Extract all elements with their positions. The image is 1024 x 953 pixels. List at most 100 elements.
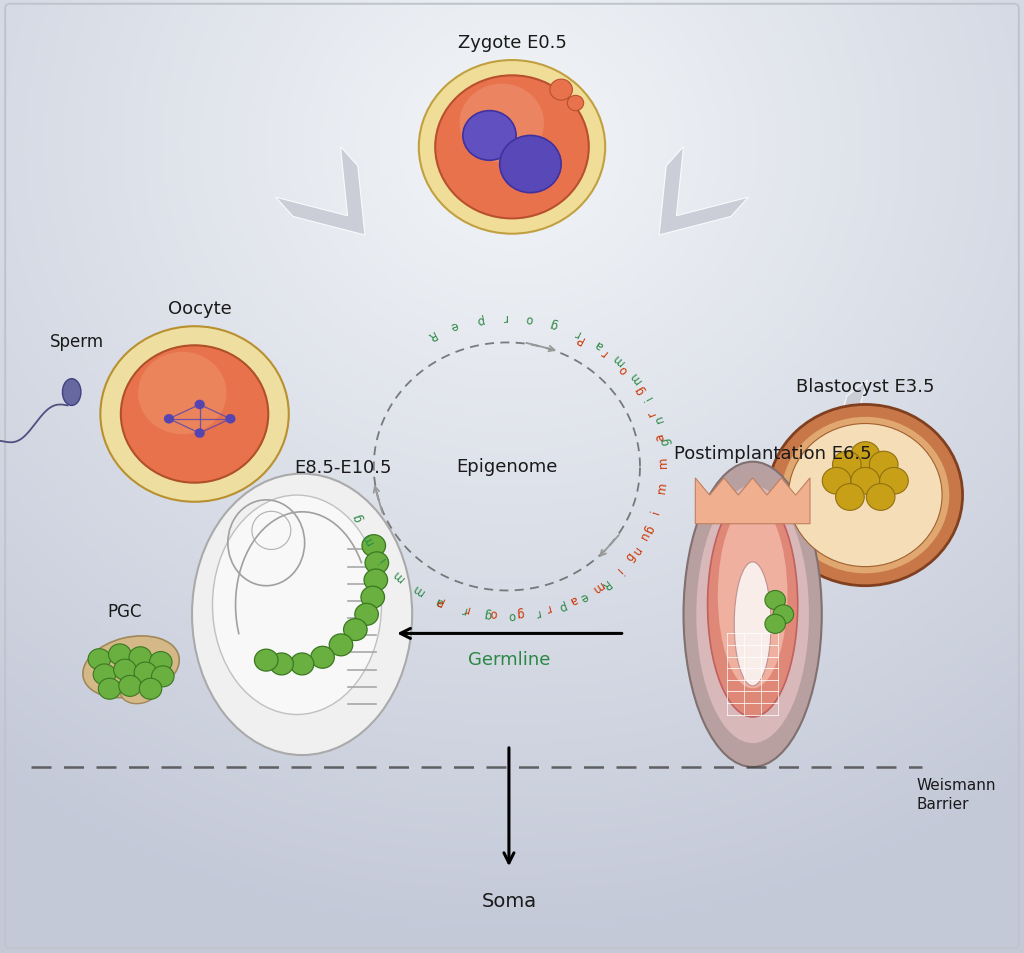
Text: p: p xyxy=(555,598,567,613)
Circle shape xyxy=(768,405,963,586)
Circle shape xyxy=(419,61,605,234)
Text: n: n xyxy=(638,529,652,541)
Circle shape xyxy=(362,536,385,557)
Ellipse shape xyxy=(734,562,771,686)
Ellipse shape xyxy=(121,674,160,704)
Circle shape xyxy=(119,676,141,697)
Circle shape xyxy=(765,615,785,634)
Text: o: o xyxy=(509,608,516,621)
Polygon shape xyxy=(695,478,810,524)
Circle shape xyxy=(773,605,794,624)
Text: g: g xyxy=(658,436,673,446)
Text: Germline: Germline xyxy=(468,650,550,668)
Circle shape xyxy=(254,650,278,671)
Circle shape xyxy=(500,136,561,193)
Circle shape xyxy=(134,662,157,683)
Text: g: g xyxy=(632,383,647,396)
Polygon shape xyxy=(102,404,197,487)
Text: m: m xyxy=(654,480,670,494)
Circle shape xyxy=(164,415,174,424)
Text: e: e xyxy=(578,589,590,603)
Text: i: i xyxy=(612,564,624,576)
Text: P: P xyxy=(574,331,587,346)
Polygon shape xyxy=(827,380,922,463)
Text: p: p xyxy=(474,313,483,327)
Circle shape xyxy=(765,591,785,610)
Text: a: a xyxy=(434,594,445,608)
Ellipse shape xyxy=(212,496,381,715)
Circle shape xyxy=(822,468,851,495)
Circle shape xyxy=(152,666,174,687)
Circle shape xyxy=(360,587,385,609)
Circle shape xyxy=(114,659,136,680)
Text: r: r xyxy=(502,311,507,324)
Text: i: i xyxy=(649,508,663,516)
Circle shape xyxy=(88,649,111,670)
Text: m: m xyxy=(589,578,605,595)
Circle shape xyxy=(866,484,895,511)
Text: Blastocyst E3.5: Blastocyst E3.5 xyxy=(796,377,935,395)
Circle shape xyxy=(869,452,898,478)
Text: r: r xyxy=(572,326,583,339)
Text: i: i xyxy=(642,393,655,401)
Ellipse shape xyxy=(696,486,809,743)
Circle shape xyxy=(836,484,864,511)
Circle shape xyxy=(833,452,861,478)
Text: o: o xyxy=(489,605,498,619)
Circle shape xyxy=(460,85,544,163)
Text: r: r xyxy=(459,602,467,616)
Circle shape xyxy=(291,654,313,676)
Text: e: e xyxy=(449,318,460,333)
Text: r: r xyxy=(544,601,552,615)
Circle shape xyxy=(138,353,226,435)
Text: E8.5-E10.5: E8.5-E10.5 xyxy=(294,458,392,476)
Circle shape xyxy=(98,679,121,700)
Circle shape xyxy=(269,654,293,676)
Text: g: g xyxy=(641,522,656,535)
Polygon shape xyxy=(659,148,749,235)
Text: m: m xyxy=(610,351,628,368)
Circle shape xyxy=(788,424,942,567)
Circle shape xyxy=(567,96,584,112)
Circle shape xyxy=(550,80,572,101)
Text: r: r xyxy=(645,408,659,417)
Text: a: a xyxy=(567,592,580,606)
Text: Sperm: Sperm xyxy=(50,333,103,351)
Circle shape xyxy=(150,652,172,673)
Text: n: n xyxy=(628,544,643,558)
Circle shape xyxy=(851,442,880,469)
Text: P: P xyxy=(435,592,446,606)
Text: o: o xyxy=(616,362,631,376)
Text: a: a xyxy=(653,432,668,441)
Text: Oocyte: Oocyte xyxy=(168,299,231,317)
Text: Zygote E0.5: Zygote E0.5 xyxy=(458,34,566,52)
Ellipse shape xyxy=(83,637,179,698)
Text: n: n xyxy=(651,413,667,424)
Text: m: m xyxy=(656,456,670,468)
Circle shape xyxy=(343,619,367,640)
Circle shape xyxy=(354,604,379,626)
Ellipse shape xyxy=(718,503,787,688)
Circle shape xyxy=(93,664,116,685)
Text: R: R xyxy=(425,327,438,342)
Ellipse shape xyxy=(193,475,412,755)
Circle shape xyxy=(329,635,352,656)
Text: r: r xyxy=(597,345,609,358)
Text: g: g xyxy=(516,605,525,619)
Circle shape xyxy=(365,570,387,591)
Circle shape xyxy=(100,327,289,502)
Text: r: r xyxy=(534,605,541,618)
Text: m: m xyxy=(627,369,644,385)
Text: g: g xyxy=(350,512,366,523)
Text: m: m xyxy=(390,566,408,583)
Circle shape xyxy=(225,415,236,424)
Circle shape xyxy=(463,112,516,161)
Circle shape xyxy=(109,644,131,665)
Circle shape xyxy=(435,76,589,219)
Text: Soma: Soma xyxy=(481,891,537,910)
Text: i: i xyxy=(376,553,388,563)
Circle shape xyxy=(139,679,162,700)
Text: R: R xyxy=(597,576,611,591)
Polygon shape xyxy=(275,148,365,235)
Text: m: m xyxy=(359,531,377,547)
